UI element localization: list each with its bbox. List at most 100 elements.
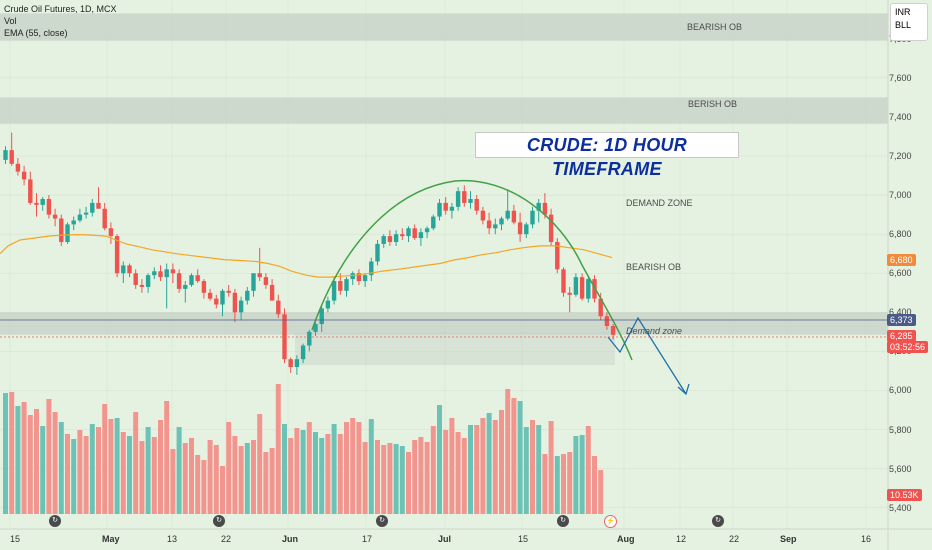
volume-bar [362,442,368,514]
volume-bar [251,440,256,514]
candle-body [195,275,200,282]
time-tick-label: 15 [518,534,529,544]
volume-bar [58,422,64,514]
berish-ob-zone [0,97,888,124]
candle-body [505,210,510,219]
volume-bar [561,454,566,514]
zone-label-demand-upper: DEMAND ZONE [626,198,693,208]
volume-bar [468,425,473,514]
volume-bar [288,438,294,514]
volume-bar [449,418,455,514]
volume-bar [585,426,591,514]
volume-bar [27,415,33,514]
volume-bar [127,436,132,514]
ema-label[interactable]: EMA (55, close) [4,28,68,38]
candle-body [511,210,517,223]
event-icon[interactable]: ↻ [376,515,388,527]
volume-bar [337,434,343,514]
projection-arrowhead [677,383,690,396]
volume-bar [189,438,194,514]
volume-bar [139,441,145,514]
volume-bar [176,427,182,514]
demand-zone-lower [0,312,888,335]
volume-bar [573,436,579,514]
volume-bar [313,432,318,514]
candle-body [369,261,374,276]
volume-bar [443,430,449,514]
volume-bar [368,419,374,514]
volume-bar [164,401,170,514]
candle-body [344,279,349,291]
time-tick-label: 12 [676,534,687,544]
symbol-label[interactable]: Crude Oil Futures, 1D, MCX [4,4,117,14]
volume-bar [46,399,52,514]
candle-body [269,284,275,301]
volume-label[interactable]: Vol [4,16,17,26]
volume-bar [21,402,27,514]
volume-bar [102,404,108,514]
volume-bar [579,435,585,514]
candle-body [338,281,343,291]
candle-body [183,284,188,289]
volume-bar [480,418,486,514]
candle-body [548,214,554,242]
price-tick-label: 6,000 [889,385,912,396]
candle-body [83,212,89,215]
candle-body [362,275,368,282]
volume-bar [505,389,511,514]
volume-bar [151,437,157,514]
volume-bar [220,466,225,514]
volume-badge: 10.53K [887,489,922,501]
candle-body [480,210,486,221]
candle-body [586,279,591,299]
candle-body [387,236,393,242]
lightning-icon[interactable]: ⚡ [604,515,617,528]
candle-body [493,224,498,229]
time-tick-label: Jul [438,534,452,544]
candle-body [555,241,560,270]
volume-bar [523,427,529,514]
candle-body [65,224,70,242]
volume-bar [15,406,21,514]
price-tick-label: 5,400 [889,502,912,513]
volume-bar [331,424,337,514]
candle-body [307,331,312,346]
candles [3,132,616,375]
candle-body [46,198,52,215]
currency-unit-box[interactable]: INR BLL [890,3,928,41]
time-tick-label: Jun [282,534,299,544]
candle-body [424,228,430,233]
volume-bar [108,419,114,514]
candle-body [468,198,473,203]
candle-body [300,345,306,360]
candle-body [251,273,256,291]
event-icon[interactable]: ↻ [213,515,225,527]
candle-body [331,281,337,301]
price-tick-label: 7,200 [889,151,912,161]
volume-bar [158,420,163,514]
candle-body [133,273,138,285]
volume-bar [213,445,219,514]
time-tick-label: 16 [861,534,872,544]
candle-body [158,271,163,278]
volume-bar [257,414,263,514]
time-tick-label: 22 [729,534,740,544]
volume-bar [424,442,430,514]
candle-body [238,300,244,313]
volume-bar [120,432,126,514]
candle-body [152,271,157,276]
candle-body [418,232,424,239]
zone-label-demand-lower: Demand zone [626,326,683,336]
event-icon[interactable]: ↻ [49,515,61,527]
volume-bar [9,392,15,514]
candle-body [499,218,504,225]
candle-body [40,198,45,205]
candle-body [561,269,566,293]
event-icon[interactable]: ↻ [712,515,724,527]
candle-body [232,292,238,313]
candle-body [474,198,479,211]
candle-body [573,277,579,295]
candle-body [9,150,14,164]
event-icon[interactable]: ↻ [557,515,569,527]
